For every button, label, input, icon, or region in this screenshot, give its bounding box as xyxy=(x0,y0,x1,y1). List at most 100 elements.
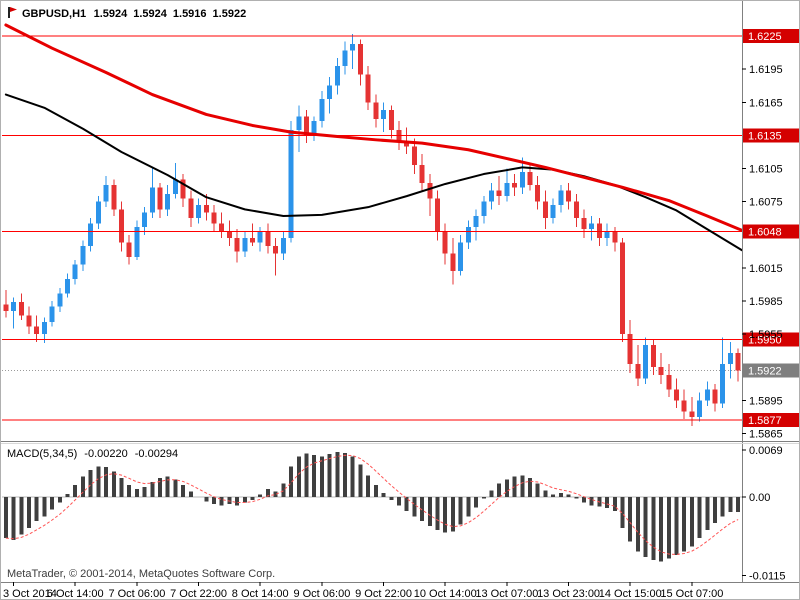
candle xyxy=(234,229,240,263)
candle xyxy=(357,39,363,86)
time-tick-label: 15 Oct 07:00 xyxy=(660,588,723,599)
candle xyxy=(49,301,55,327)
candle xyxy=(188,190,194,228)
candle xyxy=(242,231,248,257)
candle xyxy=(504,168,510,202)
macd-tick-label: -0.0115 xyxy=(749,571,786,583)
candle xyxy=(465,220,471,250)
candle xyxy=(450,238,456,285)
candle xyxy=(419,154,425,191)
candle xyxy=(126,234,132,265)
price-chart-panel[interactable] xyxy=(2,23,744,426)
candle xyxy=(280,231,286,261)
ma-black-line[interactable] xyxy=(4,93,743,252)
price-tick-label: 1.6195 xyxy=(749,64,783,76)
candle xyxy=(327,76,333,114)
candle xyxy=(273,238,279,276)
macd-tick-label: 0.00 xyxy=(749,492,770,504)
candle xyxy=(658,352,664,384)
macd-panel[interactable] xyxy=(2,452,742,562)
chart-header: GBPUSD,H1 1.5924 1.5924 1.5916 1.5922 xyxy=(8,7,246,20)
candle xyxy=(635,345,641,387)
macd-indicator-label: MACD(5,34,5) -0.00220 -0.00294 xyxy=(7,448,178,460)
candle xyxy=(488,182,494,210)
candle xyxy=(257,227,263,252)
candle xyxy=(481,196,487,224)
candle xyxy=(57,287,63,313)
candle xyxy=(203,193,209,221)
candle xyxy=(311,116,317,141)
candle xyxy=(458,234,464,276)
candle xyxy=(596,218,602,246)
time-tick-label: 9 Oct 22:00 xyxy=(355,588,412,599)
current-price-badge-label: 1.5922 xyxy=(748,366,782,378)
price-level-badge xyxy=(743,29,799,44)
candle xyxy=(712,383,718,412)
candle xyxy=(542,190,548,230)
price-tick-label: 1.5865 xyxy=(749,428,783,440)
candle xyxy=(288,121,294,243)
candle xyxy=(157,182,163,219)
candle xyxy=(142,207,148,235)
macd-name-label: MACD(5,34,5) xyxy=(7,448,77,460)
price-axis[interactable]: 1.6225 1.6135 1.6048 1.5950 1.5877 1.5922 1.61… xyxy=(742,29,799,583)
candle xyxy=(550,198,556,224)
price-level-badge-label: 1.5877 xyxy=(748,415,782,427)
candle xyxy=(697,392,703,422)
ma-red-line[interactable] xyxy=(4,23,744,232)
time-tick-label: 9 Oct 06:00 xyxy=(293,588,350,599)
candle xyxy=(72,260,78,285)
candle xyxy=(319,91,325,128)
candle xyxy=(180,174,186,208)
time-tick-label: 7 Oct 22:00 xyxy=(170,588,227,599)
price-level-badge xyxy=(743,413,799,428)
candle xyxy=(118,201,124,252)
candle xyxy=(689,397,695,426)
candle xyxy=(573,193,579,228)
candle xyxy=(620,238,626,342)
candle xyxy=(581,209,587,239)
candle xyxy=(219,212,225,239)
chart-symbol-label: GBPUSD,H1 xyxy=(22,8,86,20)
price-tick-label: 1.6165 xyxy=(749,97,783,109)
candle xyxy=(650,339,656,375)
candle xyxy=(26,306,32,335)
candle xyxy=(666,363,672,398)
candle xyxy=(473,209,479,241)
time-tick-label: 13 Oct 07:00 xyxy=(475,588,538,599)
panel-frames xyxy=(1,1,799,583)
macd-value-label: -0.00220 xyxy=(84,448,127,460)
candle xyxy=(3,289,9,318)
price-level-badge xyxy=(743,332,799,347)
candle xyxy=(558,185,564,213)
candle xyxy=(134,220,140,261)
candle xyxy=(95,196,101,230)
candle xyxy=(627,319,633,373)
candle xyxy=(496,176,502,205)
time-tick-label: 10 Oct 14:00 xyxy=(414,588,477,599)
symbol-icon xyxy=(8,7,17,18)
candle xyxy=(34,315,40,342)
price-tick-label: 1.6015 xyxy=(749,263,783,275)
time-tick-label: 8 Oct 14:00 xyxy=(232,588,289,599)
macd-signal-value-label: -0.00294 xyxy=(135,448,178,460)
candle xyxy=(589,215,595,241)
candle xyxy=(111,179,117,216)
time-tick-label: 13 Oct 23:00 xyxy=(537,588,600,599)
candle xyxy=(18,293,24,320)
candle xyxy=(612,227,618,252)
candle xyxy=(103,176,109,208)
price-level-badge-label: 1.5950 xyxy=(748,335,782,347)
price-level-badge xyxy=(743,224,799,239)
candle xyxy=(720,337,726,409)
candle xyxy=(535,176,541,210)
low-value: 1.5916 xyxy=(173,8,207,20)
candle xyxy=(566,182,572,210)
candle xyxy=(88,218,94,252)
time-tick-label: 14 Oct 15:00 xyxy=(599,588,662,599)
candle xyxy=(11,297,17,329)
time-tick-label: 6 Oct 14:00 xyxy=(47,588,104,599)
candle xyxy=(211,204,217,232)
